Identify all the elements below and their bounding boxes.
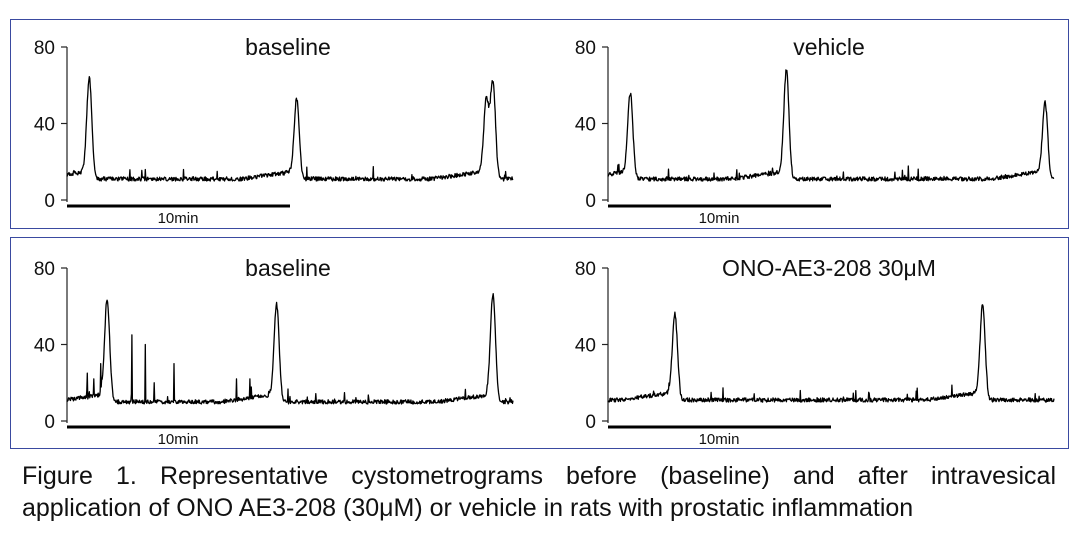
pressure-trace: [66, 293, 514, 405]
bottom-panel: [10, 237, 1069, 449]
y-tick-label: 0: [585, 412, 596, 433]
chart-title: ONO-AE3-208 30μM: [722, 255, 936, 281]
chart-title: vehicle: [793, 34, 865, 60]
scale-bar-label: 10min: [699, 431, 740, 448]
y-tick-label: 0: [44, 412, 55, 433]
y-tick-label: 0: [44, 191, 55, 212]
y-tick-label: 40: [34, 336, 55, 357]
pressure-trace: [607, 69, 1055, 182]
y-tick-label: 80: [34, 259, 55, 280]
figure-caption: Figure 1. Representative cystometrograms…: [22, 460, 1056, 524]
caption-line-1: Figure 1. Representative cystometrograms…: [22, 462, 1056, 490]
scale-bar-label: 10min: [699, 210, 740, 227]
scale-bar-label: 10min: [158, 210, 199, 227]
y-tick-label: 80: [575, 38, 596, 59]
pressure-trace: [66, 76, 514, 182]
scale-bar-label: 10min: [158, 431, 199, 448]
cystometrogram-figure: 0 40 80 baseline 10min 0 40 80 vehicle 10min 0 40 80…: [34, 34, 1055, 448]
y-tick-label: 40: [34, 115, 55, 136]
y-tick-label: 0: [585, 191, 596, 212]
y-tick-label: 80: [34, 38, 55, 59]
y-tick-label: 80: [575, 259, 596, 280]
y-tick-label: 40: [575, 115, 596, 136]
caption-line-2: application of ONO AE3-208 (30μM) or veh…: [22, 494, 914, 522]
top-panel: [10, 19, 1069, 229]
pressure-trace: [607, 304, 1055, 403]
y-tick-label: 40: [575, 336, 596, 357]
chart-title: baseline: [245, 255, 331, 281]
chart-title: baseline: [245, 34, 331, 60]
